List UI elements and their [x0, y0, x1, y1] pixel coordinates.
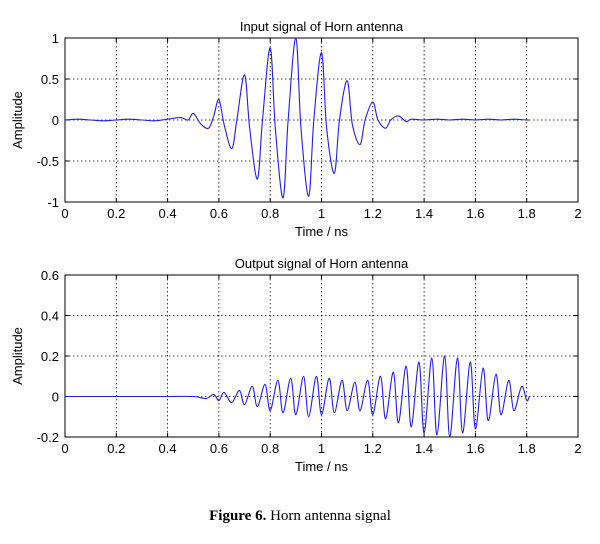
figure-caption-label: Figure 6.	[209, 508, 267, 524]
output-x-tick-label: 1	[318, 441, 325, 456]
output-signal-chart: 0 0.2 0.4 0.6 0.8 1 1.2 1.4 1.6 1.8 2-0.200.20.40.…	[10, 256, 582, 474]
output-y-tick-label: 0.4	[41, 309, 59, 324]
output-x-tick-label: 0.6	[210, 441, 228, 456]
figure-caption-text: Horn antenna signal	[266, 508, 391, 524]
output-x-tick-label: 1.8	[518, 441, 536, 456]
output-x-tick-label: 0.2	[107, 441, 125, 456]
output-chart-title: Output signal of Horn antenna	[235, 256, 409, 271]
input-x-tick-label: 1.8	[518, 206, 536, 221]
output-x-tick-label: 0.4	[159, 441, 177, 456]
input-signal-line	[64, 37, 530, 199]
input-x-tick-label: 0.8	[261, 206, 279, 221]
input-x-tick-label: 2	[574, 206, 581, 221]
input-chart-title: Input signal of Horn antenna	[240, 19, 404, 34]
output-y-tick-label: 0.6	[41, 268, 59, 283]
input-signal-chart: 0 0.2 0.4 0.6 0.8 1 1.2 1.4 1.6 1.8 2 -1 -0.5 0 0.5 1 In…	[10, 19, 582, 239]
input-x-tick-label: 0.4	[159, 206, 177, 221]
input-x-tick-label: 1.2	[364, 206, 382, 221]
input-x-tick-label: 1.6	[466, 206, 484, 221]
input-y-tick-label: 1	[52, 31, 59, 46]
output-x-tick-label: 0	[61, 441, 68, 456]
output-signal-line	[65, 355, 530, 438]
input-y-tick-label: -0.5	[37, 154, 59, 169]
input-y-tick-label: 0.5	[41, 72, 59, 87]
input-x-axis-label: Time / ns	[295, 224, 348, 239]
input-x-tick-label: 1	[318, 206, 325, 221]
output-y-tick-label: 0	[52, 390, 59, 405]
output-x-tick-label: 0.8	[261, 441, 279, 456]
input-y-axis-label: Amplitude	[10, 91, 25, 149]
input-x-tick-label: 0.2	[107, 206, 125, 221]
input-y-tick-label: 0	[52, 113, 59, 128]
input-x-tick-label: 0.6	[210, 206, 228, 221]
output-x-axis-label: Time / ns	[295, 459, 348, 474]
output-x-tick-label: 1.2	[364, 441, 382, 456]
input-x-tick-label: 1.4	[415, 206, 433, 221]
output-x-tick-label: 1.6	[466, 441, 484, 456]
output-x-tick-label: 2	[574, 441, 581, 456]
figure-caption: Figure 6. Horn antenna signal	[0, 508, 600, 525]
input-y-tick-label: -1	[47, 195, 59, 210]
output-y-axis-label: Amplitude	[10, 327, 25, 385]
output-y-tick-label: 0.2	[41, 349, 59, 364]
output-x-tick-label: 1.4	[415, 441, 433, 456]
input-x-tick-label: 0	[61, 206, 68, 221]
output-y-tick-label: -0.2	[37, 430, 59, 445]
